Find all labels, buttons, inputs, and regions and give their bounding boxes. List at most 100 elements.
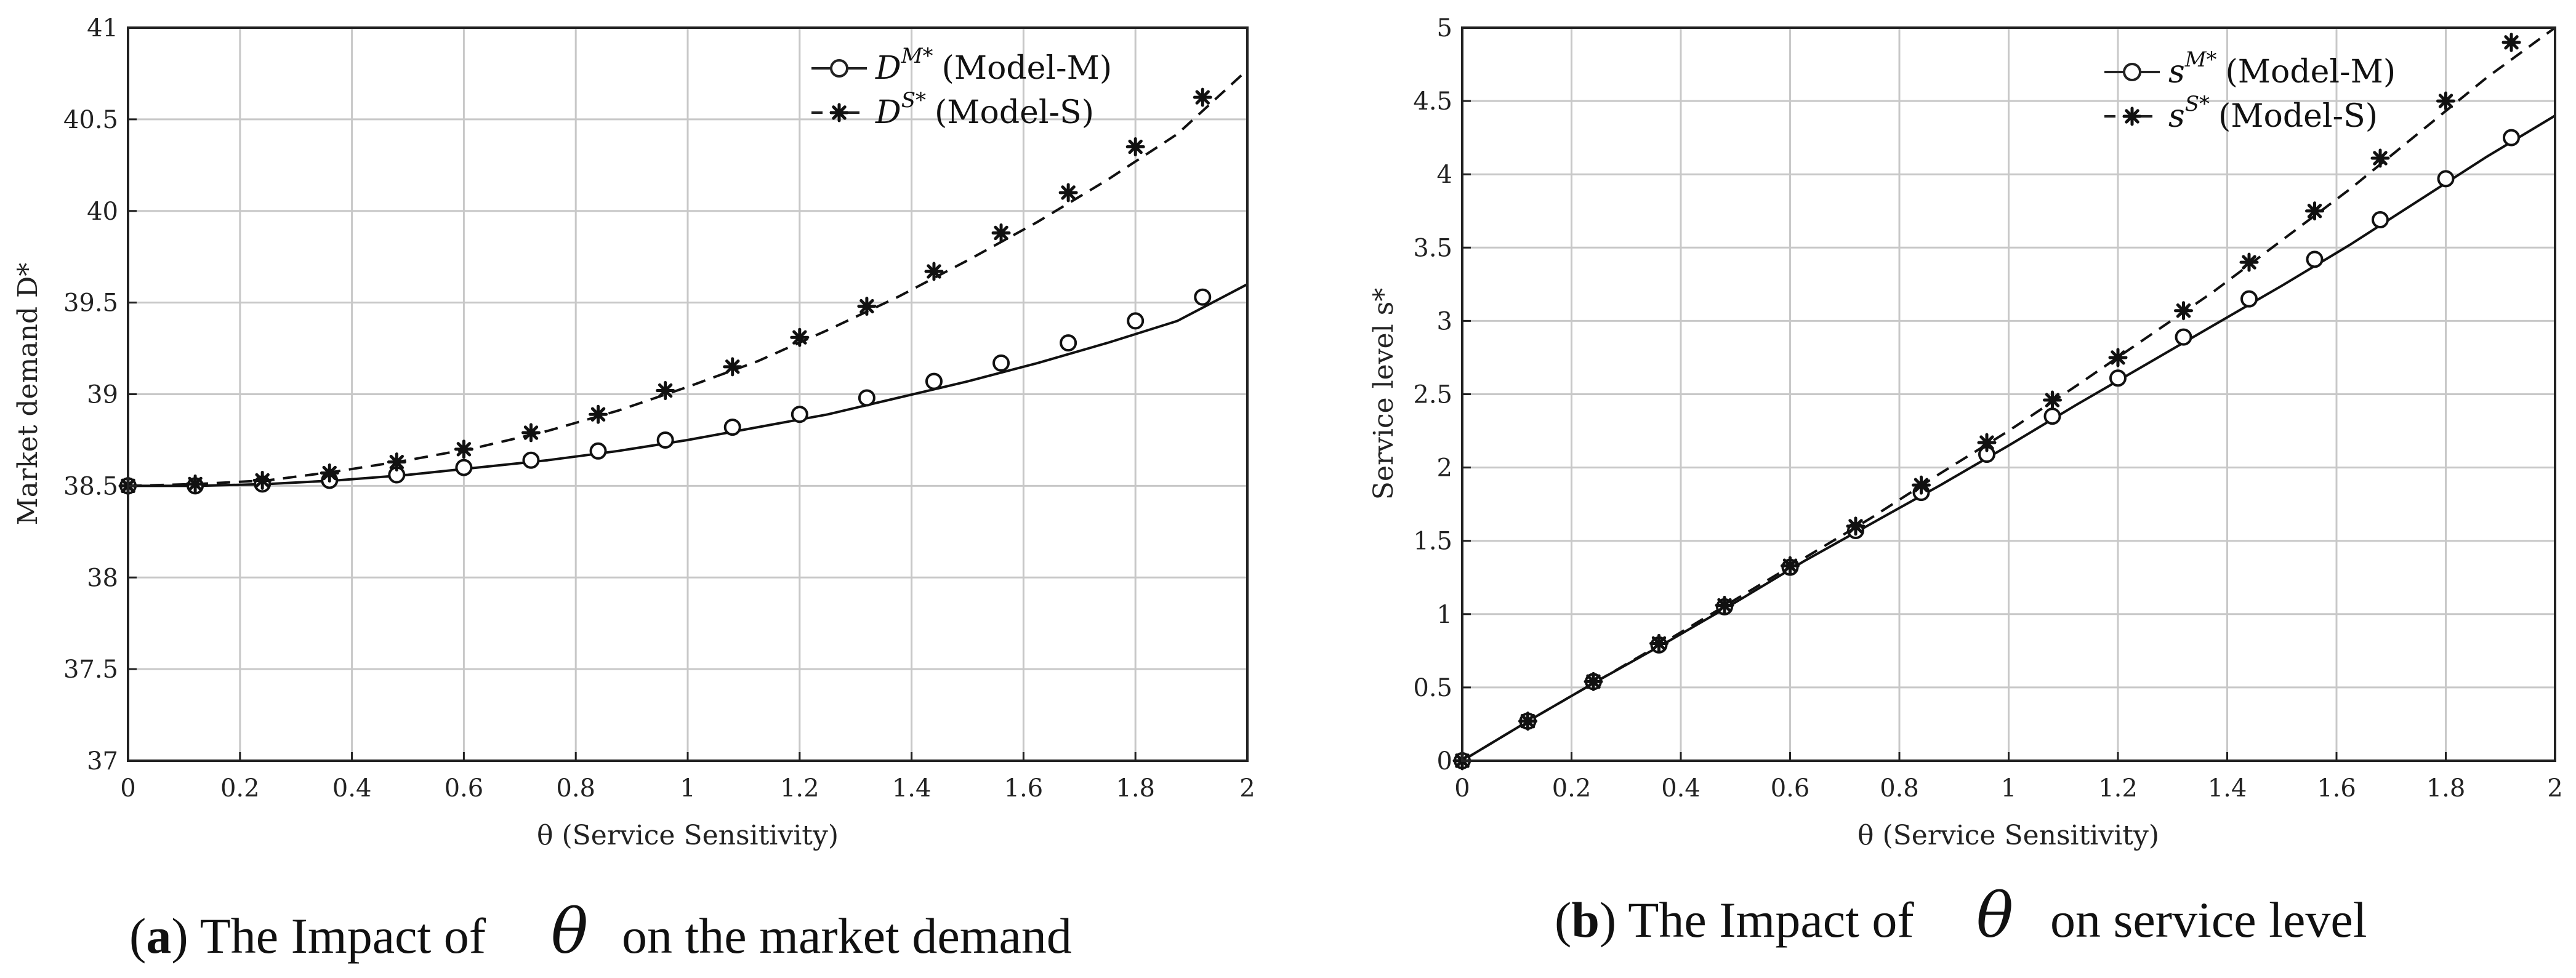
panel-a-y-axis-label: Market demand D* — [12, 263, 44, 526]
panel-a-model-s-point — [656, 381, 675, 401]
panel-b-model-s-point-stroke — [1848, 519, 1863, 534]
panel-a-legend-label-model-s: DS* (Model-S) — [875, 88, 1094, 131]
panel-b-y-tick-label: 5 — [1437, 14, 1452, 42]
panel-a-legend-circle-marker — [830, 59, 848, 78]
panel-b-x-tick-label: 1.2 — [2098, 774, 2138, 803]
panel-a-model-s-point-stroke — [725, 359, 740, 374]
panel-a-series-lines — [127, 69, 1249, 487]
panel-b-model-s-point-stroke — [1979, 435, 1994, 450]
panel-b-y-tick-label: 2 — [1437, 454, 1452, 483]
panel-b-legend: sM* (Model-M) sS* (Model-S) — [2104, 47, 2396, 135]
panel-a-model-m-point — [791, 406, 808, 423]
panel-a-x-tick-label: 1 — [680, 774, 695, 803]
panel-a-model-s-point — [589, 404, 608, 424]
panel-a-model-s-point — [1058, 183, 1078, 202]
panel-a-model-s-point-stroke — [859, 299, 874, 314]
panel-b-grid — [1461, 26, 2556, 762]
panel-a-model-m-point — [925, 372, 943, 390]
panel-a-x-tick-label: 0 — [120, 774, 135, 803]
panel-b-y-tick-label: 1 — [1437, 601, 1452, 629]
panel-a-x-tick-label: 2 — [1239, 774, 1255, 803]
panel-a-x-tick-label: 1.2 — [780, 774, 819, 803]
panel-b-model-m-point — [2503, 129, 2520, 146]
panel-a-model-m-point — [723, 419, 741, 436]
panel-a-chart: 0 0.2 0.4 0.6 0.8 1 1.2 1.4 1.6 1.8 2 37 37.5 38 38.5… — [12, 14, 1255, 851]
panel-a-model-m-point — [656, 431, 674, 449]
panel-a-legend: DM* (Model-M) DS* (Model-S) — [811, 44, 1112, 131]
panel-b-x-tick-label: 0.2 — [1552, 774, 1592, 803]
panel-b-legend-entry-model-s: sS* (Model-S) — [2104, 92, 2378, 135]
panel-b-model-s-point — [2239, 252, 2259, 272]
panel-b-legend-circle-marker — [2123, 63, 2141, 81]
panel-b-model-s-point — [2174, 301, 2193, 321]
panel-a-model-s-point — [454, 439, 473, 459]
panel-b-model-m-point — [2109, 369, 2127, 387]
panel-b-model-s-point-stroke — [1520, 713, 1536, 729]
panel-b-y-tick-label: 2.5 — [1413, 381, 1452, 409]
panel-b-caption-tail: on service level — [2050, 892, 2367, 948]
panel-a-y-tick-label: 40.5 — [63, 106, 118, 134]
panel-a-x-ticks: 0 0.2 0.4 0.6 0.8 1 1.2 1.4 1.6 1.8 2 — [120, 752, 1255, 803]
panel-a-model-s-point — [185, 474, 205, 494]
panel-a-model-m-point — [455, 459, 473, 476]
panel-b-y-tick-label: 3.5 — [1413, 234, 1452, 262]
panel-a-model-s-point-stroke — [523, 425, 539, 440]
panel-b-y-axis-label: Service level s* — [1368, 288, 1399, 500]
panel-b-model-s-point-stroke — [2111, 350, 2125, 365]
panel-b-y-tick-label: 3 — [1437, 307, 1452, 335]
panel-a-x-tick-label: 0.2 — [220, 774, 260, 803]
panel-b-model-s-point — [2436, 91, 2455, 111]
panel-a-model-s-point — [857, 297, 877, 316]
panel-b-legend-label-model-m: sM* (Model-M) — [2168, 47, 2396, 90]
panel-b-caption: (b) The Impact of θ on service level — [1555, 880, 2367, 952]
panel-b-x-tick-label: 0 — [1454, 774, 1470, 803]
panel-a-model-m-point — [522, 451, 540, 469]
panel-a-y-tick-label: 38 — [87, 564, 118, 592]
panel-b-model-s-point — [1781, 556, 1800, 575]
panel-b-model-s-point — [1584, 671, 1603, 691]
panel-b-model-s-point-stroke — [1651, 636, 1667, 651]
panel-b-model-s-point-stroke — [1914, 478, 1929, 492]
panel-b-x-tick-label: 0.4 — [1661, 774, 1701, 803]
panel-a-legend-label-model-m: DM* (Model-M) — [875, 44, 1112, 87]
panel-a-model-m-point — [1127, 312, 1145, 330]
panel-a-y-tick-label: 40 — [87, 198, 118, 226]
panel-a-caption: (a) The Impact of θ on the market demand — [129, 896, 1072, 968]
panel-b-model-s-point — [2108, 348, 2128, 367]
panel-b-legend-label-model-s: sS* (Model-S) — [2168, 92, 2378, 135]
panel-a-x-tick-label: 0.8 — [556, 774, 595, 803]
panel-a-model-s-point-stroke — [389, 454, 405, 470]
panel-b-model-s-point-stroke — [2045, 393, 2060, 407]
panel-b-legend-entry-model-m: sM* (Model-M) — [2104, 47, 2396, 90]
panel-a-model-s-point-stroke — [792, 330, 807, 345]
panel-a-y-ticks: 37 37.5 38 38.5 39 39.5 40 40.5 41 — [63, 14, 137, 776]
panel-a-x-tick-label: 1.8 — [1116, 774, 1155, 803]
panel-a-model-s-point — [924, 262, 944, 281]
panel-b-model-s-point-stroke — [1782, 558, 1798, 573]
panel-b-y-tick-label: 0.5 — [1413, 674, 1452, 702]
panel-a-x-tick-label: 0.4 — [332, 774, 372, 803]
panel-a-model-s-point-stroke — [658, 383, 673, 398]
panel-b-model-s-point — [2502, 33, 2521, 52]
panel-a-model-s-point — [521, 423, 541, 443]
panel-a-y-tick-label: 38.5 — [63, 472, 118, 500]
panel-b-model-s-point — [1912, 475, 1931, 495]
panel-b-y-tick-label: 0 — [1437, 747, 1452, 776]
panel-a-legend-star-stroke — [832, 105, 847, 120]
panel-b-x-tick-label: 1.4 — [2208, 774, 2247, 803]
panel-a-model-s-point-stroke — [590, 407, 606, 422]
panel-b-model-m-point — [2437, 170, 2455, 188]
panel-a-model-s-point — [252, 470, 272, 490]
panel-a-model-m-point — [589, 442, 607, 460]
panel-a-model-s-point-stroke — [255, 473, 270, 488]
panel-a-legend-star-marker — [829, 103, 849, 122]
panel-b-model-s-point — [1649, 633, 1668, 653]
panel-b-y-tick-label: 4 — [1437, 161, 1452, 189]
panel-a-caption-theta: θ — [551, 896, 588, 968]
panel-a-legend-star — [829, 103, 849, 122]
panel-b-x-tick-label: 1.6 — [2317, 774, 2356, 803]
panel-b-model-s-point — [1846, 516, 1866, 536]
panel-a-model-m-point — [1060, 334, 1077, 352]
panel-b-model-m-point — [2043, 407, 2061, 425]
panel-a-model-s-point — [790, 327, 810, 347]
